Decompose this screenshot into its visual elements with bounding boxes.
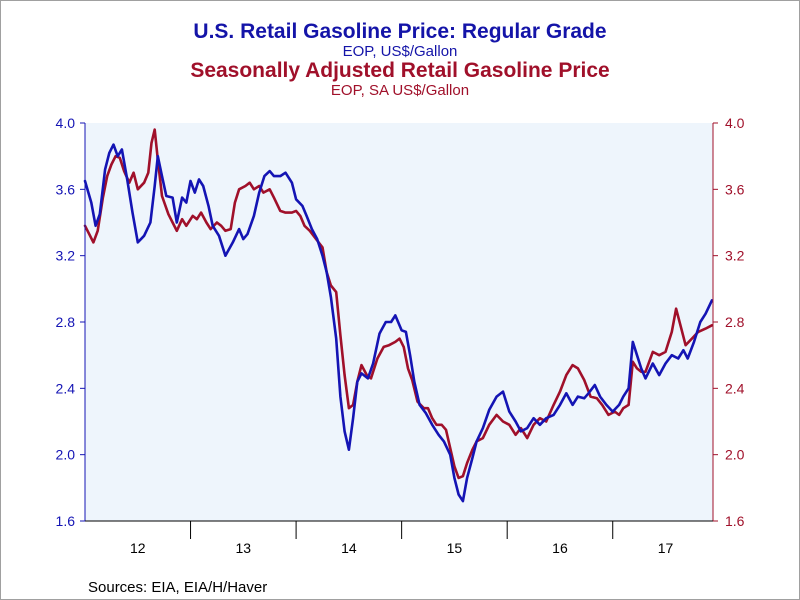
chart-title-primary: U.S. Retail Gasoline Price: Regular Grad… xyxy=(193,20,607,43)
right-axis-tick-label: 1.6 xyxy=(725,513,745,529)
right-axis-tick-label: 2.8 xyxy=(725,314,745,330)
x-axis-tick-label: 17 xyxy=(658,540,674,556)
x-axis-tick-label: 14 xyxy=(341,540,357,556)
chart-title-secondary: Seasonally Adjusted Retail Gasoline Pric… xyxy=(190,59,610,82)
chart-titles: U.S. Retail Gasoline Price: Regular Grad… xyxy=(0,20,800,98)
series-line-retail-price xyxy=(83,143,714,503)
left-axis-tick-label: 2.8 xyxy=(56,314,76,330)
x-axis-tick-label: 16 xyxy=(552,540,568,556)
right-axis-tick-label: 3.6 xyxy=(725,181,745,197)
x-axis-tick-label: 13 xyxy=(236,540,252,556)
chart-subtitle-primary: EOP, US$/Gallon xyxy=(342,43,458,60)
left-axis-tick-label: 1.6 xyxy=(56,513,76,529)
left-axis-tick-label: 4.0 xyxy=(56,115,76,131)
right-axis-tick-label: 2.0 xyxy=(725,447,745,463)
right-axis-tick-label: 2.4 xyxy=(725,380,745,396)
x-axis-tick-label: 15 xyxy=(447,540,463,556)
source-note: Sources: EIA, EIA/H/Haver xyxy=(88,579,268,596)
left-axis-tick-label: 3.6 xyxy=(56,181,76,197)
left-axis-tick-label: 2.4 xyxy=(56,380,76,396)
right-axis-tick-label: 3.2 xyxy=(725,248,745,264)
right-axis-tick-label: 4.0 xyxy=(725,115,745,131)
series-line-seasonally-adjusted xyxy=(83,128,714,480)
chart-subtitle-secondary: EOP, SA US$/Gallon xyxy=(330,82,470,99)
left-axis-tick-label: 3.2 xyxy=(56,248,76,264)
left-axis-tick-label: 2.0 xyxy=(56,447,76,463)
x-axis-tick-label: 12 xyxy=(130,540,146,556)
